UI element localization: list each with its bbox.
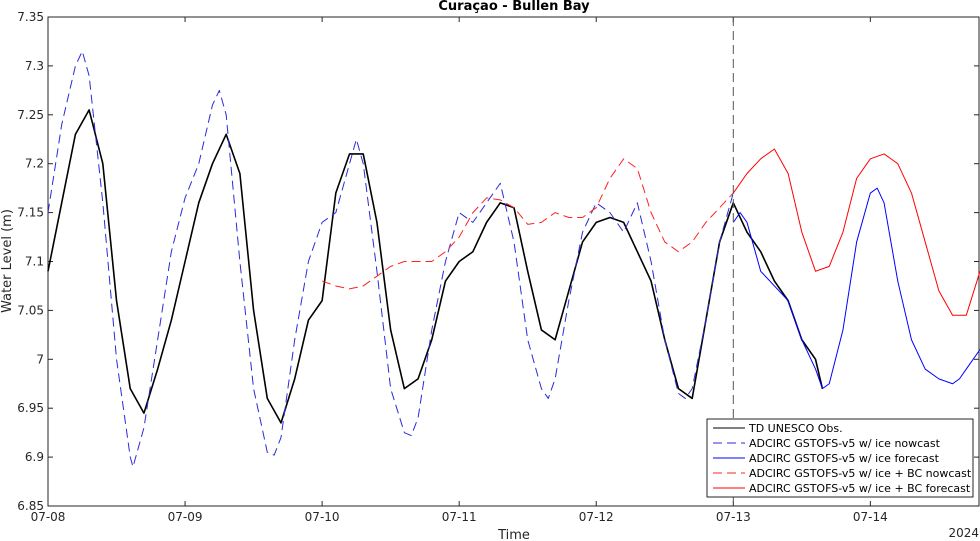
legend-entry-5: ADCIRC GSTOFS-v5 w/ ice + BC forecast: [749, 482, 971, 495]
legend-entry-1: TD UNESCO Obs.: [748, 422, 843, 435]
x-tick-label: 07-10: [305, 510, 340, 524]
series-line-3: [732, 187, 980, 390]
y-tick-label: 6.95: [17, 401, 44, 415]
y-axis-title: Water Level (m): [0, 209, 15, 313]
y-tick-label: 7.25: [17, 108, 44, 122]
y-tick-label: 7.1: [25, 255, 44, 269]
year-label: 2024: [948, 526, 979, 540]
legend-box: [706, 418, 974, 498]
x-tick-label: 07-12: [579, 510, 614, 524]
series-line-4: [321, 158, 734, 290]
series-line-5: [732, 148, 980, 316]
y-axis: 6.85 6.9 6.95 7 7.05 7.1 7.15 7.2 7.25 7.3 7.35: [17, 10, 979, 513]
y-tick-label: 7.15: [17, 206, 44, 220]
x-tick-label: 07-14: [853, 510, 888, 524]
legend-entry-4: ADCIRC GSTOFS-v5 w/ ice + BC nowcast: [749, 467, 972, 480]
y-tick-label: 6.85: [17, 499, 44, 513]
x-tick-label: 07-09: [168, 510, 203, 524]
legend-entry-3: ADCIRC GSTOFS-v5 w/ ice forecast: [749, 452, 940, 465]
y-tick-label: 7.2: [25, 157, 44, 171]
y-tick-label: 7.35: [17, 10, 44, 24]
series-line-2: [47, 50, 734, 468]
chart-title: Curaçao - Bullen Bay: [438, 0, 590, 14]
x-tick-label: 07-13: [716, 510, 751, 524]
x-tick-label: 07-08: [31, 510, 66, 524]
legend-entry-2: ADCIRC GSTOFS-v5 w/ ice nowcast: [749, 437, 941, 450]
y-tick-label: 7: [36, 352, 44, 366]
x-tick-label: 07-11: [442, 510, 477, 524]
y-tick-label: 7.05: [17, 303, 44, 317]
y-tick-label: 6.9: [25, 450, 44, 464]
y-tick-label: 7.3: [25, 59, 44, 73]
series-line-1: [47, 109, 824, 424]
x-axis-title: Time: [497, 528, 530, 541]
legend: TD UNESCO Obs. ADCIRC GSTOFS-v5 w/ ice no…: [706, 418, 974, 498]
series-layer: [47, 50, 980, 468]
x-axis: 07-08 07-09 07-10 07-11 07-12 07-13 07-14: [31, 17, 888, 524]
